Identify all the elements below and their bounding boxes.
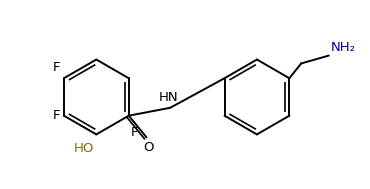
Text: O: O (143, 141, 154, 154)
Text: F: F (53, 109, 60, 122)
Text: NH₂: NH₂ (331, 41, 356, 54)
Text: HO: HO (74, 142, 94, 155)
Text: HN: HN (158, 91, 178, 104)
Text: F: F (53, 61, 60, 74)
Text: F: F (131, 125, 138, 139)
